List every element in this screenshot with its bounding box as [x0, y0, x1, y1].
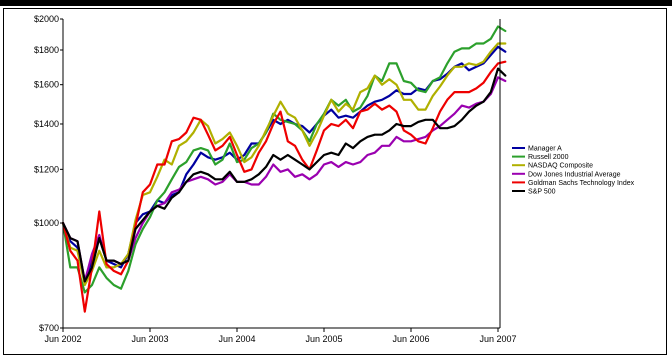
y-tick-label: $1400 — [34, 119, 59, 129]
x-tick-label: Jun 2004 — [218, 334, 255, 344]
legend-label: Dow Jones Industrial Average — [528, 171, 621, 178]
y-tick-label: $700 — [39, 323, 59, 333]
x-tick-label: Jun 2006 — [392, 334, 429, 344]
legend-label: Manager A — [528, 146, 562, 153]
x-tick-label: Jun 2005 — [305, 334, 342, 344]
chart-frame — [3, 8, 667, 355]
series-line-2 — [61, 25, 507, 294]
y-tick-label: $1200 — [34, 164, 59, 174]
legend-label: S&P 500 — [528, 189, 556, 196]
legend-label: Russell 2000 — [528, 154, 569, 161]
x-tick-label: Jun 2007 — [479, 334, 516, 344]
legend-label: NASDAQ Composite — [528, 163, 593, 170]
plot-area — [63, 19, 500, 328]
top-bar — [0, 0, 672, 6]
series-lines — [61, 25, 507, 313]
axes: $700 $1000 $1200 $1400 $1600 $1800 $2000 Jun 20… — [34, 14, 517, 344]
y-tick-label: $2000 — [34, 14, 59, 24]
legend-label: Goldman Sachs Technology Index — [528, 180, 635, 187]
plot-background — [63, 19, 500, 328]
x-tick-label: Jun 2003 — [131, 334, 168, 344]
y-tick-label: $1600 — [34, 80, 59, 90]
series-line-6 — [61, 67, 507, 283]
y-tick-label: $1000 — [34, 218, 59, 228]
series-line-5 — [61, 60, 507, 313]
x-tick-label: Jun 2002 — [44, 334, 81, 344]
y-tick-label: $1800 — [34, 45, 59, 55]
